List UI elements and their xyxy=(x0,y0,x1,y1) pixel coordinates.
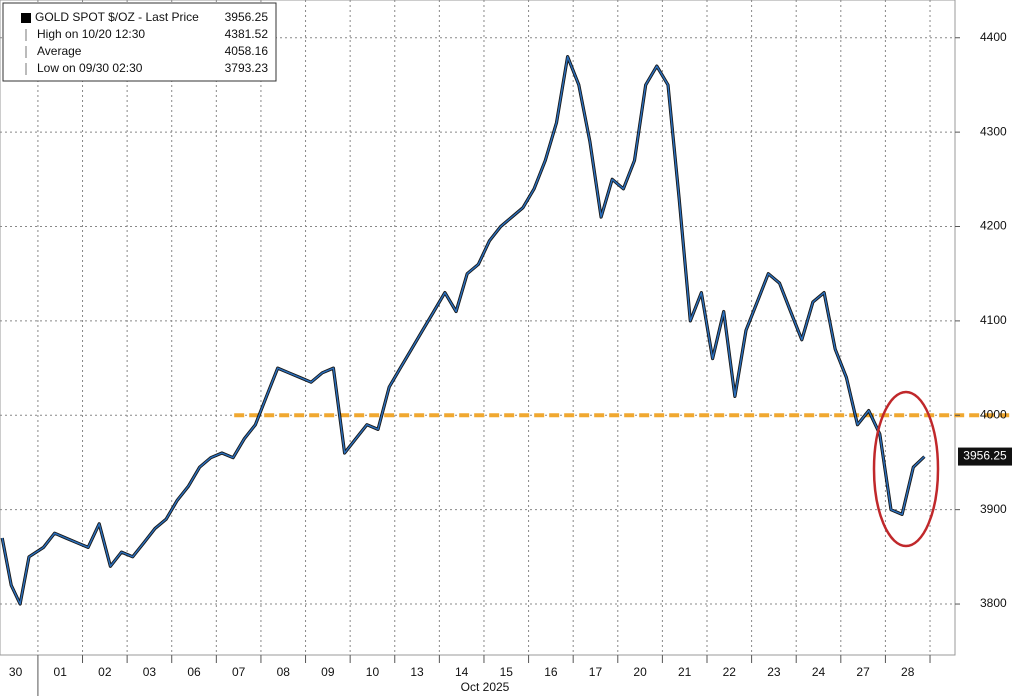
x-tick-label: 20 xyxy=(633,665,647,679)
x-tick-label: 07 xyxy=(232,665,246,679)
y-tick-label: 4100 xyxy=(980,313,1007,327)
last-price-box xyxy=(958,447,1012,466)
x-tick-label: 08 xyxy=(277,665,291,679)
legend-value: 3956.25 xyxy=(225,10,269,24)
x-tick-label: 03 xyxy=(143,665,157,679)
legend-value: 4058.16 xyxy=(225,44,269,58)
x-tick-label: 21 xyxy=(678,665,692,679)
y-tick-label: 3800 xyxy=(980,596,1007,610)
y-tick-label: 4200 xyxy=(980,219,1007,233)
x-tick-label: 30 xyxy=(9,665,23,679)
x-tick-label: 23 xyxy=(767,665,781,679)
series-line-core xyxy=(1,55,925,605)
x-tick-label: 14 xyxy=(455,665,469,679)
y-tick-label: 4300 xyxy=(980,124,1007,138)
legend-swatch xyxy=(21,13,31,23)
legend-value: 4381.52 xyxy=(225,27,269,41)
highlight-circle xyxy=(872,390,940,548)
last-price-label: 3956.25 xyxy=(963,449,1007,463)
legend-label: GOLD SPOT $/OZ - Last Price xyxy=(35,10,199,24)
x-tick-label: 02 xyxy=(98,665,112,679)
legend-value: 3793.23 xyxy=(225,61,269,75)
x-tick-label: 27 xyxy=(856,665,870,679)
legend-label: Low on 09/30 02:30 xyxy=(37,61,143,75)
legend: GOLD SPOT $/OZ - Last Price 3956.25 High o… xyxy=(2,2,277,82)
x-tick-label: 01 xyxy=(54,665,68,679)
x-tick-label: 13 xyxy=(410,665,424,679)
x-tick-label: 09 xyxy=(321,665,335,679)
plot-area xyxy=(0,0,956,656)
legend-label: High on 10/20 12:30 xyxy=(37,27,145,41)
y-tick-label: 3900 xyxy=(980,502,1007,516)
x-tick-label: 24 xyxy=(812,665,826,679)
x-tick-label: 10 xyxy=(366,665,380,679)
y-tick-label: 4000 xyxy=(980,407,1007,421)
x-tick-label: 22 xyxy=(723,665,737,679)
legend-label: Average xyxy=(37,44,82,58)
x-tick-label: 17 xyxy=(589,665,603,679)
legend-box xyxy=(2,2,277,82)
x-tick-label: 15 xyxy=(500,665,514,679)
x-tick-label: 06 xyxy=(187,665,201,679)
x-tick-label: 16 xyxy=(544,665,558,679)
x-tick-label: 28 xyxy=(901,665,915,679)
x-axis-title: Oct 2025 xyxy=(461,680,510,694)
y-tick-label: 4400 xyxy=(980,30,1007,44)
